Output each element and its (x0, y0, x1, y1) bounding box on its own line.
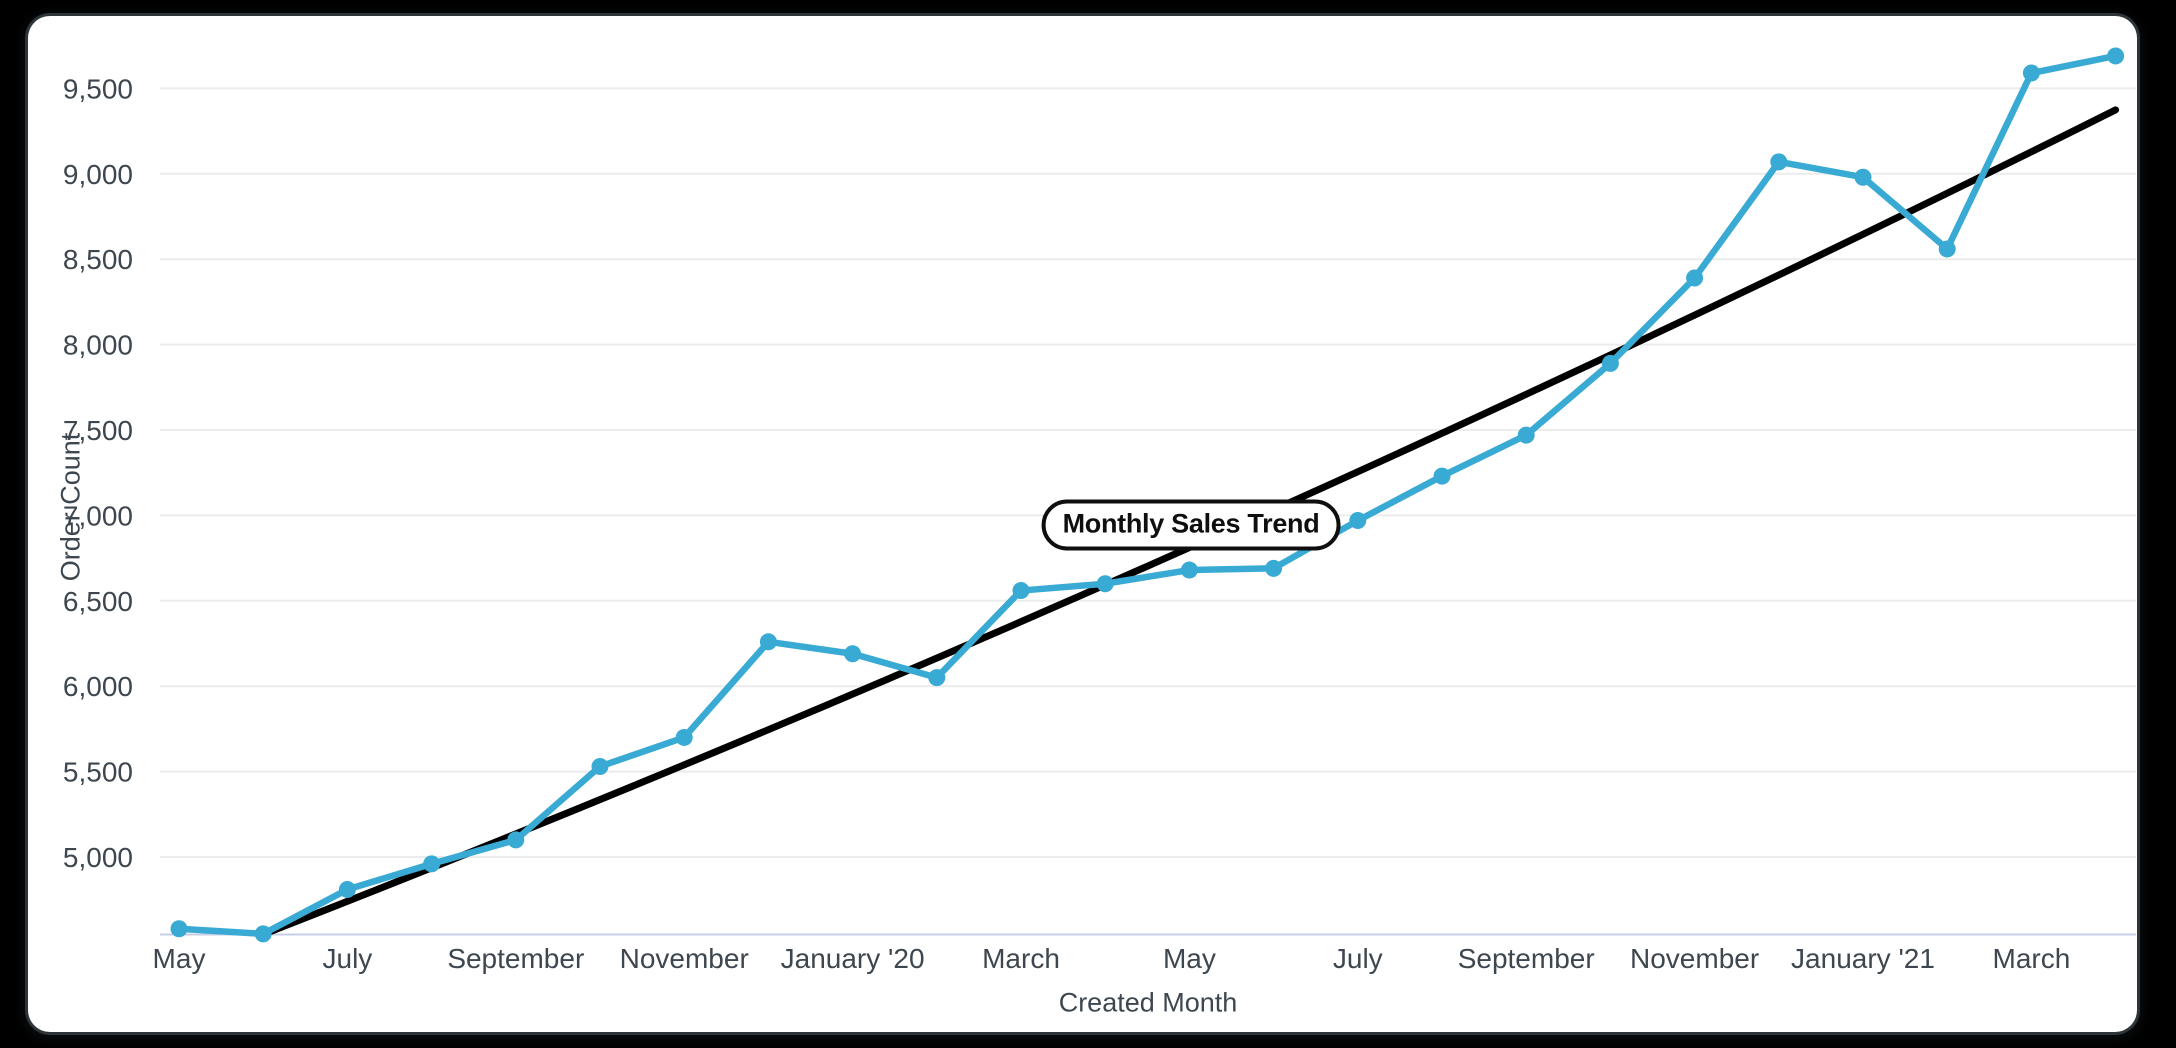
data-point[interactable] (844, 645, 862, 663)
y-axis-tick-label: 7,500 (63, 415, 133, 446)
x-axis-tick-label: September (447, 943, 584, 974)
data-point[interactable] (1265, 559, 1283, 577)
y-axis-tick-label: 5,500 (63, 757, 133, 788)
data-point[interactable] (423, 855, 441, 873)
data-point[interactable] (170, 920, 188, 938)
data-point[interactable] (1938, 240, 1956, 258)
y-axis-tick-label: 5,000 (63, 842, 133, 873)
x-axis-tick-label: May (1163, 943, 1216, 974)
chart-card: 5,000 5,500 6,000 6,500 7,000 7,500 8,000 8,500… (28, 16, 2137, 1032)
data-point[interactable] (1770, 153, 1788, 171)
data-point[interactable] (2107, 47, 2125, 65)
x-axis-tick-label: May (153, 943, 206, 974)
line-chart-plot: 5,000 5,500 6,000 6,500 7,000 7,500 8,000 8,500… (63, 47, 2136, 974)
data-point[interactable] (1349, 512, 1367, 530)
y-axis-tick-label: 9,500 (63, 73, 133, 104)
y-axis-tick-label: 9,000 (63, 159, 133, 190)
y-axis-tick-label: 7,000 (63, 500, 133, 531)
x-axis-tick-label: March (1993, 943, 2071, 974)
series-line (175, 52, 2119, 938)
data-point[interactable] (928, 669, 946, 687)
x-axis-tick-label: January '21 (1791, 943, 1935, 974)
data-point[interactable] (254, 925, 272, 943)
data-point[interactable] (1854, 168, 1872, 186)
y-axis-tick-label: 6,500 (63, 586, 133, 617)
x-axis-tick-label: September (1458, 943, 1595, 974)
data-point[interactable] (338, 880, 356, 898)
x-axis-tick-label: November (1630, 943, 1759, 974)
data-point[interactable] (675, 728, 693, 746)
data-point[interactable] (759, 633, 777, 651)
data-point[interactable] (1096, 575, 1114, 593)
y-axis-tick-label: 8,500 (63, 244, 133, 275)
data-point[interactable] (1686, 269, 1704, 287)
data-point[interactable] (1517, 426, 1535, 444)
x-axis-tick-label: January '20 (781, 943, 925, 974)
chart-title-pill: Monthly Sales Trend (1041, 499, 1341, 551)
data-point[interactable] (1601, 354, 1619, 372)
data-point[interactable] (1012, 582, 1030, 600)
x-axis-tick-label: November (620, 943, 749, 974)
x-axis-tick-label: July (323, 943, 373, 974)
x-axis-tick-label: July (1333, 943, 1383, 974)
data-point[interactable] (1433, 467, 1451, 485)
data-point[interactable] (1180, 561, 1198, 579)
y-axis-tick-label: 8,000 (63, 330, 133, 361)
data-point[interactable] (591, 757, 609, 775)
y-axis-tick-label: 6,000 (63, 671, 133, 702)
x-axis-tick-label: March (982, 943, 1060, 974)
data-point[interactable] (2022, 64, 2040, 82)
data-point[interactable] (507, 831, 525, 849)
